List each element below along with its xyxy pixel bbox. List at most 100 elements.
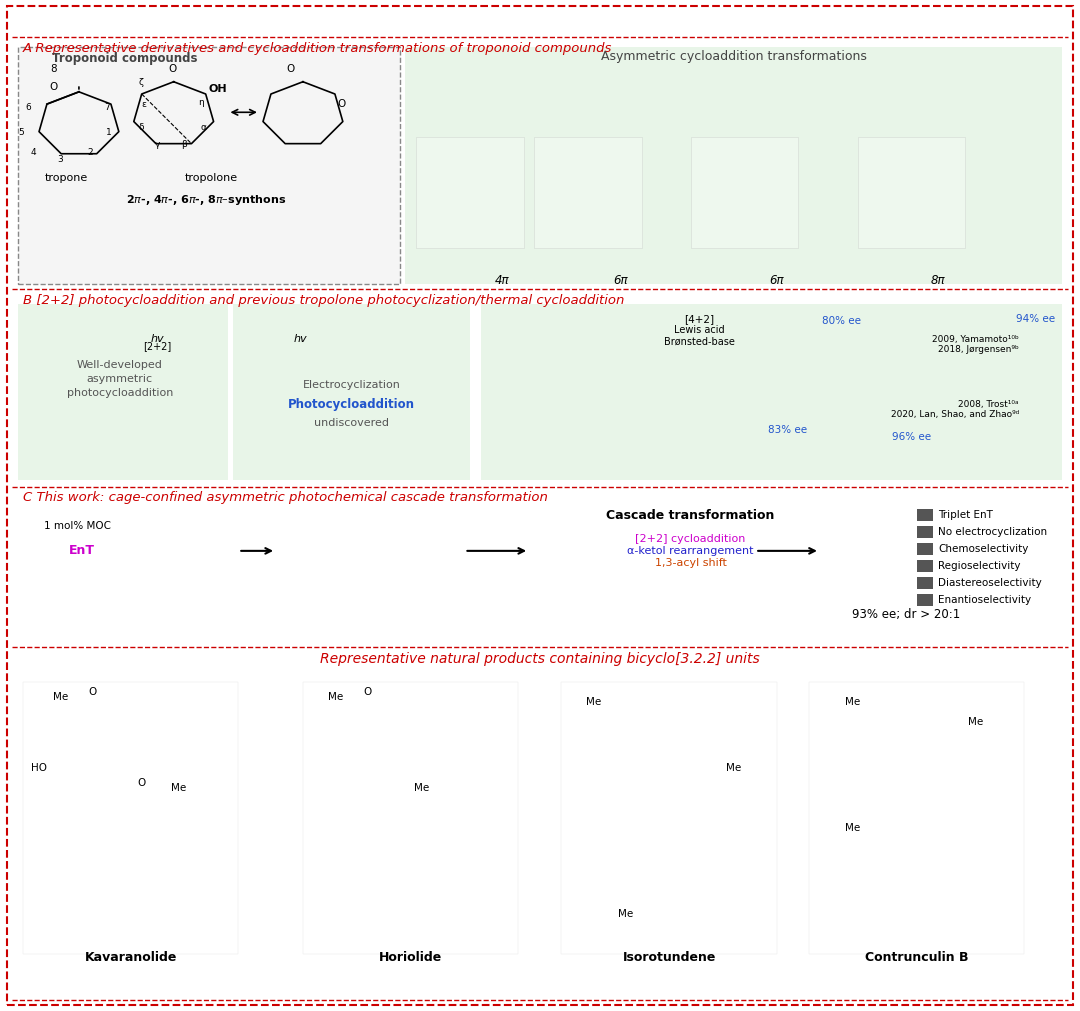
FancyBboxPatch shape <box>858 137 966 249</box>
Text: 3: 3 <box>57 155 64 164</box>
Text: Kavaranolide: Kavaranolide <box>84 951 177 964</box>
Text: 2018, Jørgensen⁹ᵇ: 2018, Jørgensen⁹ᵇ <box>939 345 1020 354</box>
Text: O: O <box>50 82 58 92</box>
Text: Me: Me <box>726 762 741 772</box>
Text: Photocycloaddition: Photocycloaddition <box>288 398 415 411</box>
Text: C This work: cage-confined asymmetric photochemical cascade transformation: C This work: cage-confined asymmetric ph… <box>23 491 548 504</box>
Text: No electrocyclization: No electrocyclization <box>939 527 1048 537</box>
Text: O: O <box>287 64 295 74</box>
Text: 1 mol% MOC: 1 mol% MOC <box>44 521 111 531</box>
Text: O: O <box>363 687 372 697</box>
FancyBboxPatch shape <box>535 137 643 249</box>
Text: hv: hv <box>294 335 308 344</box>
FancyBboxPatch shape <box>17 304 228 480</box>
Bar <box>917 594 933 607</box>
FancyBboxPatch shape <box>416 137 524 249</box>
Bar <box>917 543 933 555</box>
Text: EnT: EnT <box>69 544 95 557</box>
Text: [2+2]: [2+2] <box>144 341 172 351</box>
Text: [2+2] cycloaddition: [2+2] cycloaddition <box>635 534 746 544</box>
Text: 6π: 6π <box>613 274 627 286</box>
Text: 2020, Lan, Shao, and Zhao⁹ᵈ: 2020, Lan, Shao, and Zhao⁹ᵈ <box>891 410 1020 420</box>
Text: δ: δ <box>138 123 144 131</box>
Text: Regioselectivity: Regioselectivity <box>939 561 1021 571</box>
Text: tropolone: tropolone <box>185 173 238 183</box>
Text: B [2+2] photocycloaddition and previous tropolone photocyclization/thermal cyclo: B [2+2] photocycloaddition and previous … <box>23 294 624 306</box>
Text: 2$\pi$-, 4$\pi$-, 6$\pi$-, 8$\pi$–synthons: 2$\pi$-, 4$\pi$-, 6$\pi$-, 8$\pi$–syntho… <box>126 193 286 207</box>
Text: η: η <box>198 98 203 107</box>
Text: 4π: 4π <box>495 274 510 286</box>
Text: Horiolide: Horiolide <box>379 951 442 964</box>
Text: Me: Me <box>172 783 187 793</box>
Text: 6: 6 <box>26 103 31 112</box>
FancyBboxPatch shape <box>809 682 1025 954</box>
FancyBboxPatch shape <box>481 304 1062 480</box>
Text: Me: Me <box>969 717 984 727</box>
Text: Lewis acid: Lewis acid <box>674 326 725 335</box>
Text: Triplet EnT: Triplet EnT <box>939 510 994 520</box>
Text: 8π: 8π <box>931 274 946 286</box>
Text: Electrocyclization: Electrocyclization <box>302 379 401 389</box>
FancyBboxPatch shape <box>690 137 798 249</box>
Text: Diastereoselectivity: Diastereoselectivity <box>939 578 1042 588</box>
Text: 7: 7 <box>104 103 110 112</box>
Text: 1: 1 <box>106 128 112 136</box>
Text: 6π: 6π <box>769 274 784 286</box>
Text: HO: HO <box>31 762 48 772</box>
Text: Me: Me <box>845 823 860 833</box>
Text: O: O <box>168 64 176 74</box>
Bar <box>917 526 933 538</box>
Text: Contrunculin B: Contrunculin B <box>865 951 969 964</box>
Bar <box>917 509 933 521</box>
Bar <box>917 560 933 572</box>
FancyBboxPatch shape <box>562 682 777 954</box>
Text: undiscovered: undiscovered <box>314 418 389 428</box>
Text: 2008, Trost¹⁰ᵃ: 2008, Trost¹⁰ᵃ <box>958 400 1020 409</box>
FancyBboxPatch shape <box>23 682 239 954</box>
Text: Cascade transformation: Cascade transformation <box>607 510 774 522</box>
Text: hv: hv <box>151 335 164 344</box>
Text: Me: Me <box>586 698 602 707</box>
Text: 93% ee; dr > 20:1: 93% ee; dr > 20:1 <box>852 608 960 621</box>
Text: [4+2]: [4+2] <box>684 314 714 324</box>
Text: Me: Me <box>327 693 342 702</box>
Text: Well-developed
asymmetric
photocycloaddition: Well-developed asymmetric photocycloaddi… <box>67 361 173 398</box>
Text: ε: ε <box>141 100 146 109</box>
Text: O: O <box>89 687 97 697</box>
FancyBboxPatch shape <box>233 304 470 480</box>
Text: Brønsted-base: Brønsted-base <box>664 337 734 346</box>
Text: 4: 4 <box>31 149 37 157</box>
Bar <box>917 577 933 589</box>
Text: γ: γ <box>154 141 160 149</box>
FancyBboxPatch shape <box>17 47 400 284</box>
Text: Asymmetric cycloaddition transformations: Asymmetric cycloaddition transformations <box>600 50 866 63</box>
Text: Me: Me <box>414 783 429 793</box>
Text: 5: 5 <box>18 128 24 136</box>
Text: Me: Me <box>845 698 860 707</box>
Text: ζ: ζ <box>139 78 144 87</box>
Text: OH: OH <box>208 84 227 94</box>
Text: Chemoselectivity: Chemoselectivity <box>939 544 1028 554</box>
Text: Representative natural products containing bicyclo[3.2.2] units: Representative natural products containi… <box>320 652 759 665</box>
FancyBboxPatch shape <box>405 47 1062 284</box>
Text: 80% ee: 80% ee <box>822 316 861 326</box>
Text: 94% ee: 94% ee <box>1015 314 1055 324</box>
Text: Troponoid compounds: Troponoid compounds <box>53 52 198 65</box>
Text: 2: 2 <box>86 149 93 157</box>
Text: 96% ee: 96% ee <box>892 432 931 442</box>
Text: α: α <box>201 123 207 131</box>
Text: Enantioselectivity: Enantioselectivity <box>939 595 1031 606</box>
Text: Me: Me <box>53 693 68 702</box>
Text: 1,3-acyl shift: 1,3-acyl shift <box>654 558 727 568</box>
Text: 83% ee: 83% ee <box>768 425 807 435</box>
Text: β: β <box>181 141 187 149</box>
Text: α-ketol rearrangement: α-ketol rearrangement <box>627 546 754 556</box>
Text: tropone: tropone <box>44 173 87 183</box>
Text: O: O <box>337 99 346 109</box>
Text: A Representative derivatives and cycloaddition transformations of troponoid comp: A Representative derivatives and cycload… <box>23 41 612 55</box>
Text: 2009, Yamamoto¹⁰ᵇ: 2009, Yamamoto¹⁰ᵇ <box>932 335 1020 344</box>
Text: Isorotundene: Isorotundene <box>622 951 716 964</box>
Text: 8: 8 <box>50 64 56 74</box>
FancyBboxPatch shape <box>302 682 518 954</box>
Text: Me: Me <box>619 909 634 919</box>
